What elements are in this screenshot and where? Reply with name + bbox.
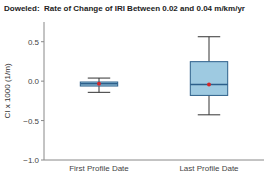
y-axis-label: CI x 1000 (1/m): [3, 63, 12, 118]
y-tick-label: 0.0: [28, 77, 40, 86]
whisker-high: [99, 78, 100, 82]
y-tick: [41, 120, 44, 121]
y-tick: [41, 41, 44, 42]
cap-low: [88, 92, 110, 93]
whisker-low: [99, 86, 100, 92]
cap-high: [88, 78, 110, 79]
y-tick: [41, 160, 44, 161]
x-axis-line: [44, 160, 264, 161]
cap-low: [198, 114, 220, 115]
whisker-low: [209, 95, 210, 114]
x-tick-label: First Profile Date: [69, 164, 129, 173]
box: [80, 82, 117, 86]
mean-dot: [97, 82, 101, 86]
cap-high: [198, 36, 220, 37]
title: Doweled: Rate of Change of IRI Between 0…: [4, 4, 245, 13]
y-tick-label: −1.0: [23, 156, 39, 165]
y-tick-label: 0.5: [28, 38, 40, 47]
background: [0, 0, 271, 184]
whisker-high: [209, 37, 210, 62]
y-tick: [41, 81, 44, 82]
y-axis-line: [44, 22, 45, 160]
x-tick-label: Last Profile Date: [179, 164, 239, 173]
y-tick-label: −0.5: [23, 117, 39, 126]
mean-dot: [207, 83, 211, 87]
plot-area: [80, 37, 227, 115]
box: [190, 62, 227, 96]
